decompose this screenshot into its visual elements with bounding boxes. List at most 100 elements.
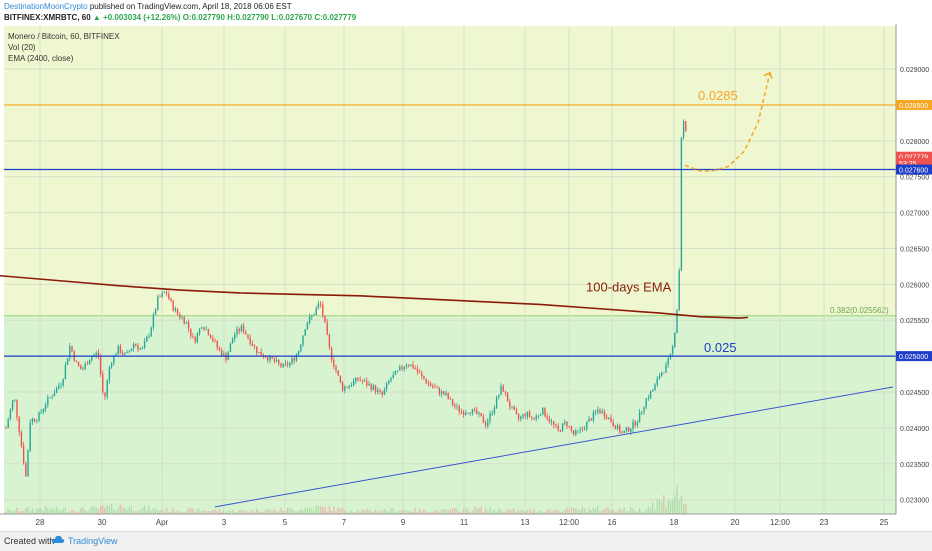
candle-body bbox=[9, 409, 12, 420]
candle-body bbox=[678, 270, 680, 310]
candle-body bbox=[671, 346, 674, 354]
volume-bar bbox=[487, 510, 489, 514]
candle-body bbox=[667, 358, 669, 365]
volume-bar bbox=[654, 509, 656, 514]
volume-bar bbox=[621, 510, 623, 514]
volume-bar bbox=[493, 509, 496, 514]
volume-bar bbox=[104, 507, 106, 514]
volume-bar bbox=[469, 511, 471, 514]
volume-bar bbox=[462, 508, 465, 514]
candle-body bbox=[524, 414, 526, 417]
candle-body bbox=[141, 347, 144, 349]
volume-bar bbox=[117, 507, 119, 514]
volume-bar bbox=[115, 511, 117, 514]
volume-bar bbox=[64, 507, 67, 514]
price-label-bg bbox=[896, 351, 932, 362]
volume-bar bbox=[341, 507, 344, 514]
candle-body bbox=[121, 353, 124, 355]
candle-body bbox=[447, 393, 449, 399]
candle-body bbox=[682, 121, 685, 138]
fib-zone-lower bbox=[4, 315, 896, 514]
candle-body bbox=[674, 332, 676, 347]
volume-bar bbox=[368, 509, 370, 514]
candle-body bbox=[51, 396, 53, 398]
candle-body bbox=[168, 293, 170, 299]
volume-bar bbox=[421, 511, 423, 514]
candle-body bbox=[14, 399, 16, 401]
candle-body bbox=[346, 386, 348, 388]
candle-body bbox=[181, 317, 183, 319]
volume-bar bbox=[271, 510, 273, 514]
price-label: 0.025000 bbox=[899, 354, 928, 361]
candle-body bbox=[163, 292, 166, 294]
volume-bar bbox=[531, 511, 533, 514]
volume-bar bbox=[295, 511, 298, 514]
candle-body bbox=[29, 422, 31, 451]
candle-body bbox=[95, 352, 97, 355]
candle-body bbox=[282, 363, 284, 367]
volume-bar bbox=[502, 512, 504, 514]
candle-body bbox=[361, 380, 364, 382]
y-tick-label: 0.023500 bbox=[900, 462, 929, 469]
candle-body bbox=[495, 397, 498, 408]
volume-bar bbox=[51, 507, 53, 514]
volume-bar bbox=[656, 500, 658, 514]
volume-bar bbox=[121, 507, 124, 514]
volume-bar bbox=[267, 509, 269, 514]
volume-bar bbox=[38, 508, 40, 514]
candle-body bbox=[654, 384, 656, 391]
y-tick-label: 0.028000 bbox=[900, 139, 929, 146]
volume-bar bbox=[29, 510, 31, 514]
volume-bar bbox=[537, 511, 540, 514]
volume-bar bbox=[647, 506, 650, 514]
candle-body bbox=[275, 359, 278, 362]
candle-body bbox=[656, 378, 658, 385]
volume-bar bbox=[262, 511, 265, 514]
volume-bar bbox=[97, 508, 100, 514]
volume-bar bbox=[258, 511, 260, 514]
price-change: ▲ +0.003034 (+12.26%) bbox=[92, 13, 181, 22]
candle-body bbox=[550, 421, 553, 423]
volume-bar bbox=[106, 505, 108, 514]
candle-body bbox=[359, 379, 361, 381]
candle-body bbox=[229, 343, 232, 352]
volume-bar bbox=[176, 510, 179, 514]
chart-area[interactable]: 0.382(0.025562) 0.0285 0.025 100-days EMA … bbox=[0, 24, 932, 530]
candle-body bbox=[159, 296, 161, 298]
volume-bar bbox=[16, 508, 18, 514]
candle-body bbox=[350, 385, 353, 387]
candle-body bbox=[557, 425, 559, 430]
author-link[interactable]: DestinationMoonCrypto bbox=[4, 2, 88, 11]
ohlc-values: O:0.027790 H:0.027790 L:0.027670 C:0.027… bbox=[182, 13, 357, 22]
volume-bar bbox=[198, 509, 201, 514]
candle-body bbox=[64, 364, 67, 379]
tradingview-cloud-icon[interactable] bbox=[51, 533, 66, 549]
volume-bar bbox=[443, 508, 445, 514]
volume-bar bbox=[361, 509, 364, 514]
candle-body bbox=[220, 349, 223, 356]
volume-bar bbox=[108, 505, 111, 514]
volume-bar bbox=[575, 508, 577, 514]
candle-body bbox=[608, 417, 610, 419]
candle-body bbox=[586, 421, 588, 429]
candle-body bbox=[291, 358, 293, 363]
candle-body bbox=[126, 351, 128, 353]
candle-body bbox=[71, 346, 73, 352]
tradingview-brand[interactable]: TradingView bbox=[68, 536, 118, 546]
volume-bar bbox=[638, 508, 641, 514]
candle-body bbox=[513, 406, 515, 411]
volume-bar bbox=[165, 507, 168, 514]
candle-body bbox=[256, 346, 258, 354]
volume-bar bbox=[62, 508, 64, 514]
volume-bar bbox=[381, 511, 383, 514]
candle-body bbox=[20, 432, 23, 446]
x-tick-label: 12:00 bbox=[770, 518, 791, 527]
candle-body bbox=[522, 414, 524, 417]
volume-bar bbox=[548, 508, 551, 514]
volume-bar bbox=[251, 509, 254, 514]
volume-bar bbox=[218, 509, 221, 514]
volume-bar bbox=[11, 511, 14, 514]
volume-bar bbox=[150, 511, 152, 514]
candle-body bbox=[139, 348, 141, 350]
